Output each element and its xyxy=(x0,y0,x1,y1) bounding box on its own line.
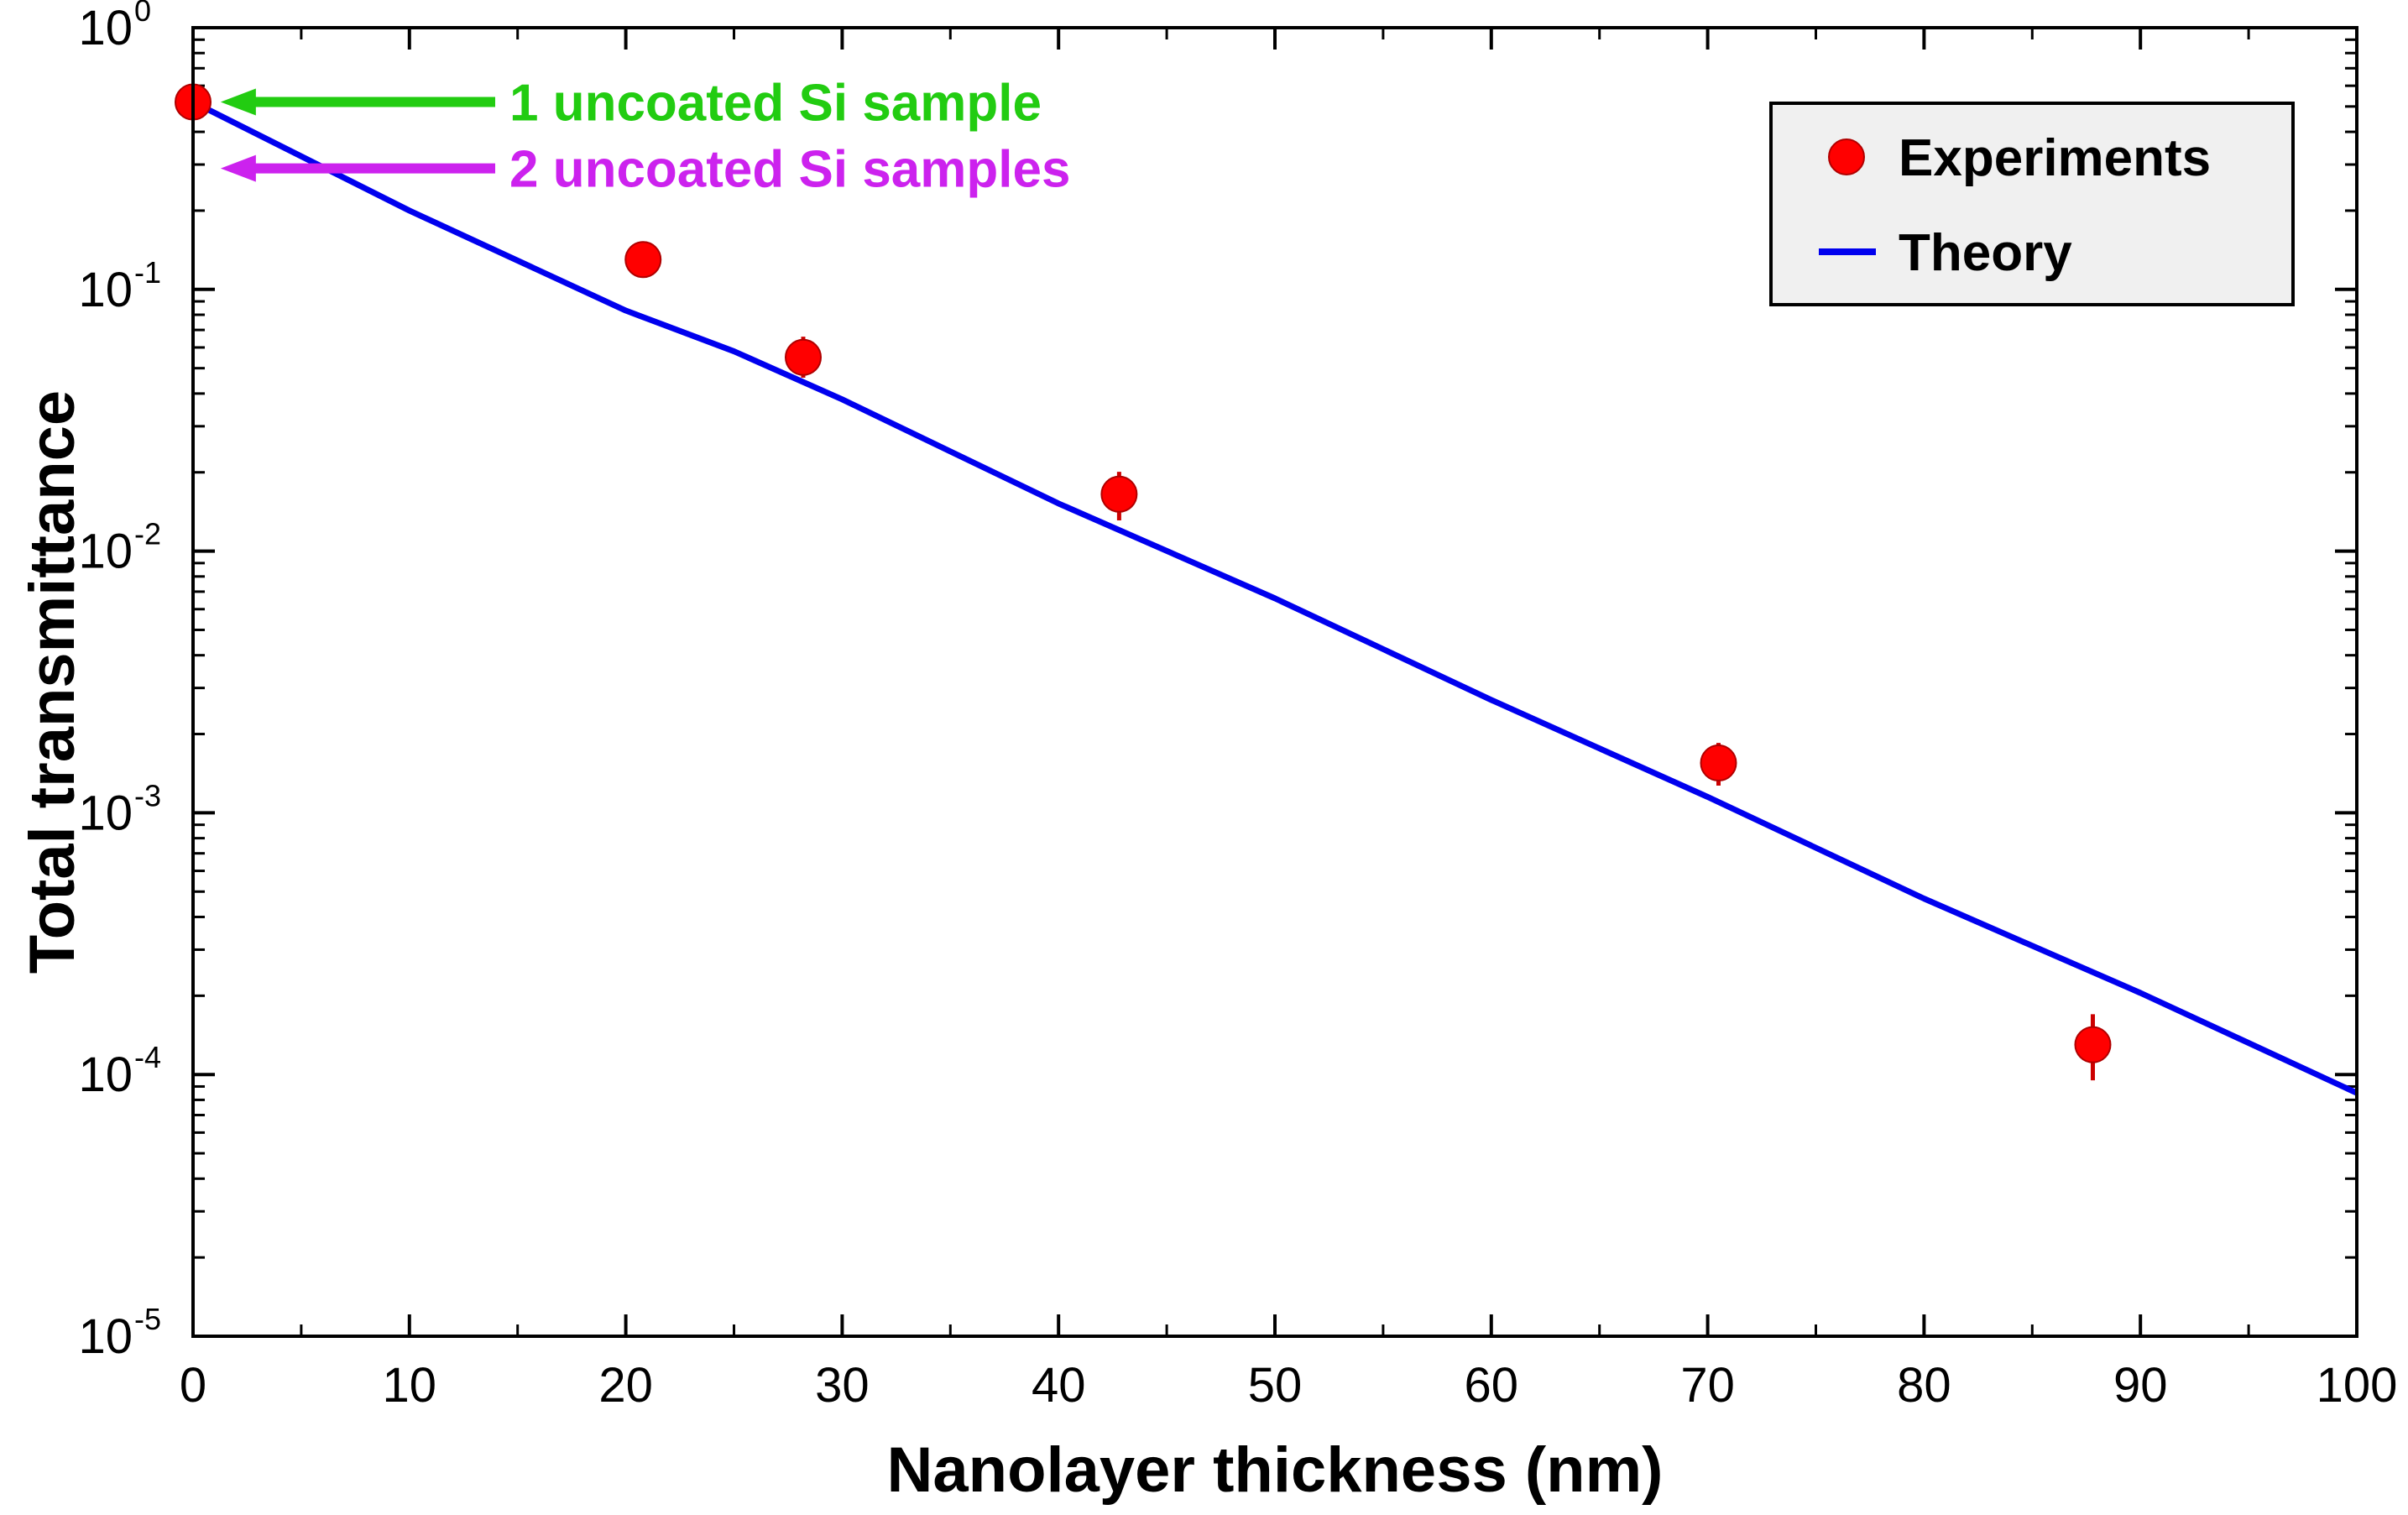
experiment-point xyxy=(624,241,662,279)
experiment-point xyxy=(2074,1026,2112,1063)
y-tick-label: 10 xyxy=(78,263,133,317)
x-tick-label: 80 xyxy=(1897,1358,1951,1413)
legend-marker-experiments xyxy=(1828,138,1865,175)
axis-ticks-group xyxy=(191,26,2358,1338)
y-tick-exponent: 0 xyxy=(134,0,151,28)
experiment-point xyxy=(1100,475,1138,513)
x-tick-label: 10 xyxy=(383,1358,437,1413)
annotation-two-samples-arrowhead xyxy=(220,154,256,182)
y-tick-label: 10 xyxy=(78,1309,133,1364)
y-tick-exponent: -5 xyxy=(134,1302,161,1336)
annotation-one-sample: 1 uncoated Si sample xyxy=(220,75,1042,133)
theory-line xyxy=(191,99,2358,1096)
x-tick-label: 30 xyxy=(815,1358,870,1413)
legend-box xyxy=(1769,102,2295,306)
x-tick-label: 0 xyxy=(180,1358,206,1413)
x-axis-title: Nanolayer thickness (nm) xyxy=(887,1434,1664,1506)
plot-frame xyxy=(191,26,2358,1338)
annotation-one-sample-label: 1 uncoated Si sample xyxy=(509,75,1042,133)
annotation-two-samples-label: 2 uncoated Si samples xyxy=(509,141,1070,199)
y-tick-label: 10 xyxy=(78,1,133,55)
x-tick-label: 70 xyxy=(1680,1358,1735,1413)
x-tick-label: 60 xyxy=(1465,1358,1519,1413)
y-tick-label: 10 xyxy=(78,525,133,579)
x-tick-label: 90 xyxy=(2113,1358,2168,1413)
y-axis-title: Total transmittance xyxy=(17,390,88,974)
x-tick-label: 20 xyxy=(598,1358,653,1413)
y-tick-exponent: -2 xyxy=(134,517,161,551)
x-tick-label: 50 xyxy=(1248,1358,1303,1413)
annotation-one-sample-arrowhead xyxy=(220,88,256,116)
y-tick-label: 10 xyxy=(78,1047,133,1102)
x-tick-label: 40 xyxy=(1032,1358,1086,1413)
y-tick-exponent: -4 xyxy=(134,1040,161,1074)
y-tick-exponent: -1 xyxy=(134,255,161,290)
y-tick-label: 10 xyxy=(78,786,133,840)
x-tick-label: 100 xyxy=(2317,1358,2398,1413)
legend: Experiments Theory xyxy=(1769,102,2295,306)
annotations-group: 1 uncoated Si sample 2 uncoated Si sampl… xyxy=(220,75,1070,199)
annotation-two-samples: 2 uncoated Si samples xyxy=(220,141,1070,199)
legend-label-experiments: Experiments xyxy=(1899,129,2211,187)
y-tick-exponent: -3 xyxy=(134,778,161,812)
experiment-point xyxy=(1700,744,1737,782)
legend-label-theory: Theory xyxy=(1899,224,2072,282)
experiment-point xyxy=(784,338,822,376)
